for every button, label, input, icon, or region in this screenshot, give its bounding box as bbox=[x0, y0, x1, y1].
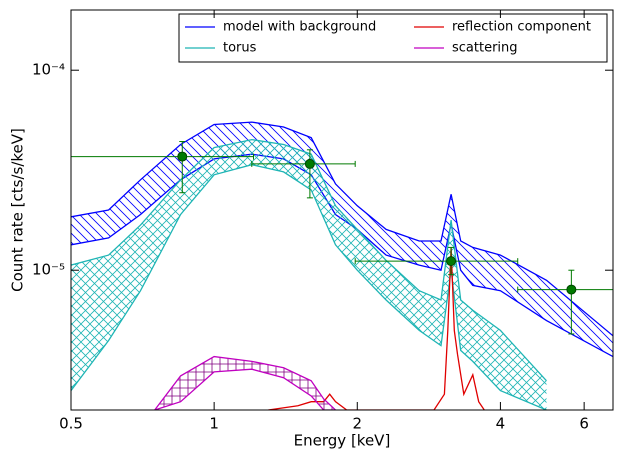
legend-label: torus bbox=[223, 41, 257, 56]
band-edge bbox=[154, 368, 336, 410]
legend-label: reflection component bbox=[452, 20, 591, 35]
x-tick-label: 1 bbox=[209, 415, 219, 433]
data-point bbox=[304, 158, 315, 169]
plot-area bbox=[71, 121, 613, 410]
y-tick-label: 10⁻⁴ bbox=[32, 61, 65, 79]
y-axis-label: Count rate [cts/s/keV] bbox=[9, 128, 27, 292]
x-tick-label: 4 bbox=[496, 415, 506, 433]
band-edge bbox=[71, 121, 613, 337]
y-tick-label: 10⁻⁵ bbox=[32, 261, 65, 279]
band-edge bbox=[71, 138, 547, 382]
data-point bbox=[446, 256, 457, 267]
x-axis-label: Energy [keV] bbox=[294, 432, 391, 450]
data-point bbox=[566, 284, 577, 295]
data-point bbox=[177, 151, 188, 162]
band-fill bbox=[154, 356, 336, 410]
band-edge bbox=[154, 355, 336, 410]
plot-frame bbox=[70, 9, 614, 411]
band-fill bbox=[71, 139, 547, 410]
band-edge bbox=[71, 164, 547, 410]
legend-label: scattering bbox=[452, 41, 518, 56]
x-tick-label: 2 bbox=[352, 415, 362, 433]
legend-box bbox=[178, 13, 608, 63]
x-tick-label: 6 bbox=[579, 415, 589, 433]
x-tick-label: 0.5 bbox=[59, 415, 83, 433]
legend-label: model with background bbox=[223, 20, 376, 35]
